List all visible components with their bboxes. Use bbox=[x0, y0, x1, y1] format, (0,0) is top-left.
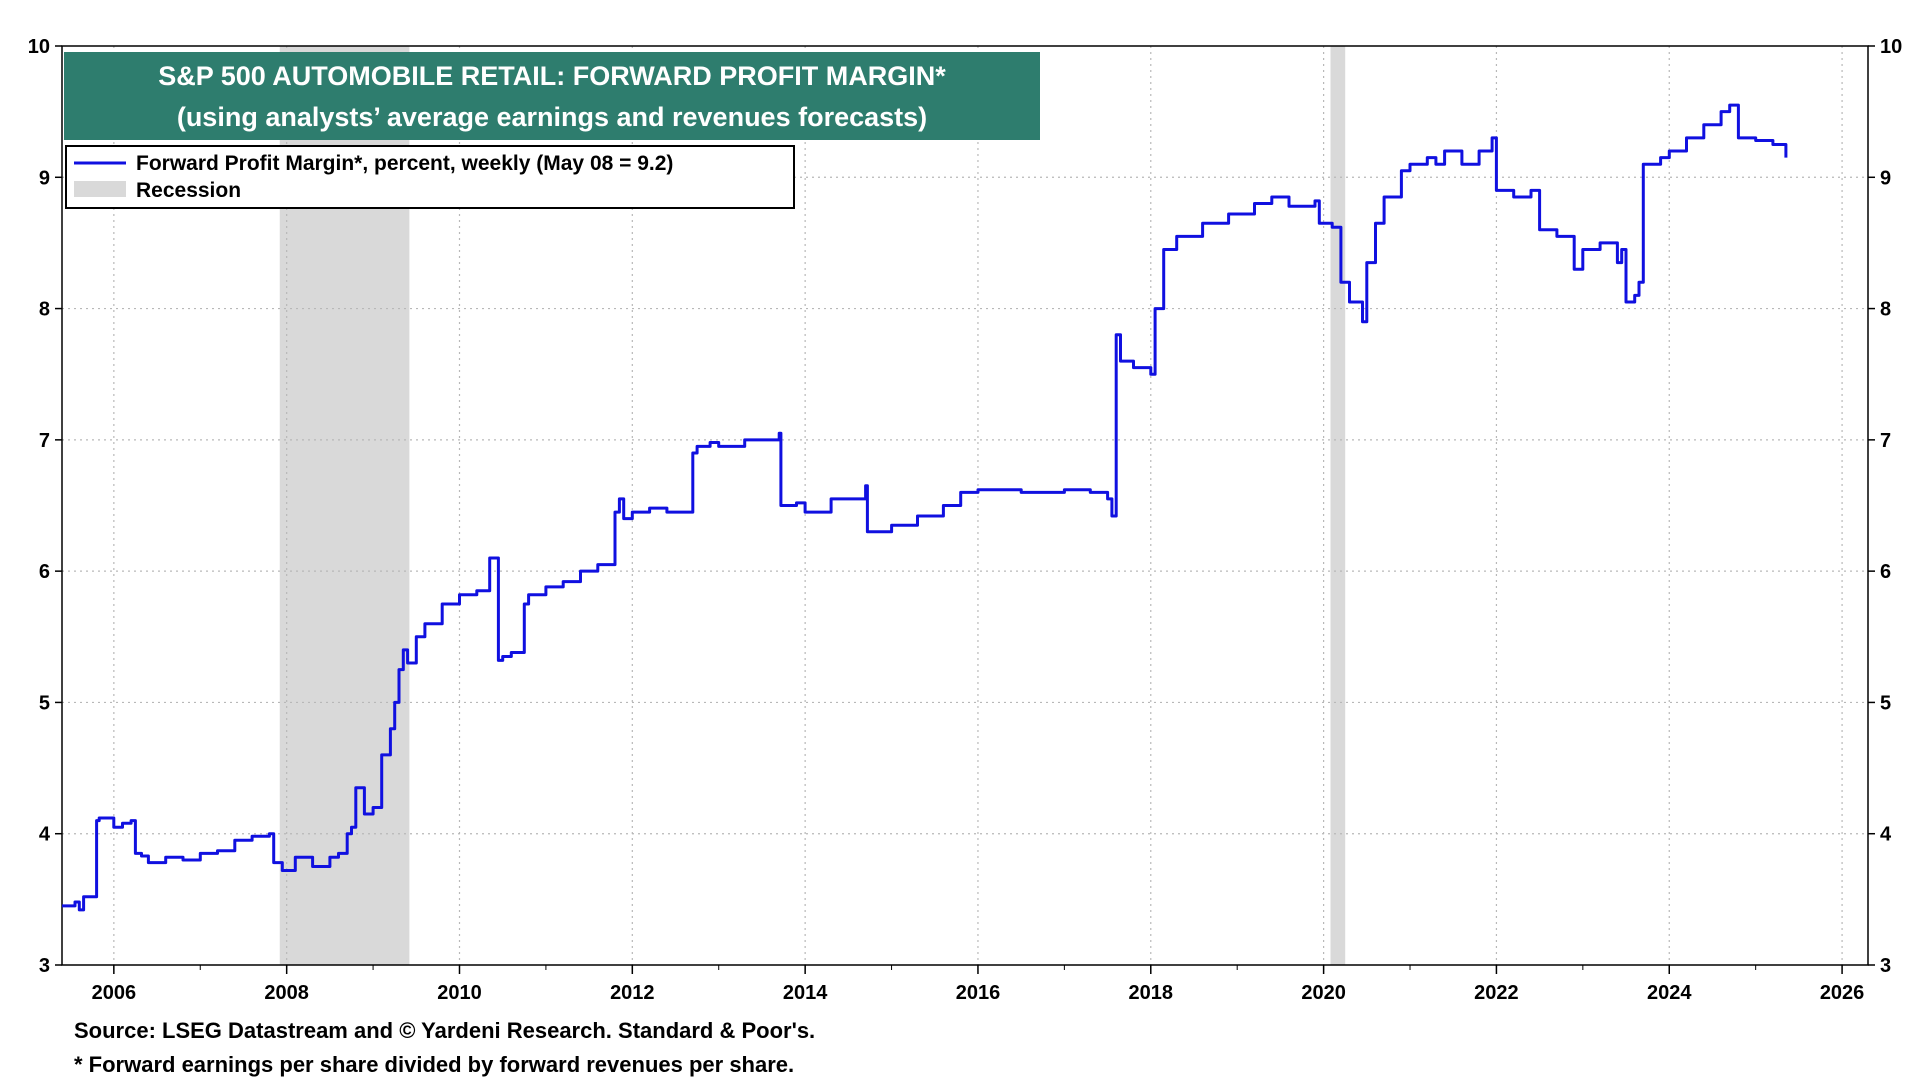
x-tick-label-2018: 2018 bbox=[1129, 982, 1174, 1004]
y-tick-label-left-7: 7 bbox=[39, 430, 50, 452]
x-tick-label-2026: 2026 bbox=[1820, 982, 1865, 1004]
y-tick-label-right-10: 10 bbox=[1880, 36, 1902, 58]
y-tick-label-left-9: 9 bbox=[39, 167, 50, 189]
x-tick-label-2006: 2006 bbox=[92, 982, 137, 1004]
y-tick-label-left-5: 5 bbox=[39, 692, 50, 714]
x-tick-label-2012: 2012 bbox=[610, 982, 655, 1004]
x-tick-label-2010: 2010 bbox=[437, 982, 482, 1004]
legend-label-recession: Recession bbox=[136, 179, 241, 202]
source-note: Source: LSEG Datastream and © Yardeni Re… bbox=[74, 1018, 816, 1043]
y-tick-label-left-10: 10 bbox=[28, 36, 50, 58]
forward-profit-margin-line bbox=[62, 103, 1788, 912]
y-tick-label-left-4: 4 bbox=[39, 824, 51, 846]
chart-title-box: S&P 500 AUTOMOBILE RETAIL: FORWARD PROFI… bbox=[64, 52, 1040, 140]
y-tick-label-right-5: 5 bbox=[1880, 692, 1891, 714]
legend-frame bbox=[65, 145, 795, 209]
chart-title: S&P 500 AUTOMOBILE RETAIL: FORWARD PROFI… bbox=[158, 61, 946, 91]
y-tick-label-left-3: 3 bbox=[39, 955, 50, 977]
title-background bbox=[64, 52, 1040, 140]
x-tick-label-2020: 2020 bbox=[1301, 982, 1346, 1004]
legend-swatch-recession bbox=[74, 181, 126, 197]
axis-tick-labels: 2006 2008 2010 2012 2014 2016 2018 2020 2022 2024… bbox=[28, 36, 1903, 1004]
y-tick-label-right-8: 8 bbox=[1880, 299, 1891, 321]
chart-subtitle: (using analysts’ average earnings and re… bbox=[177, 102, 927, 132]
y-tick-label-right-3: 3 bbox=[1880, 955, 1891, 977]
x-tick-label-2008: 2008 bbox=[264, 982, 309, 1004]
y-tick-label-left-8: 8 bbox=[39, 299, 50, 321]
y-tick-label-left-6: 6 bbox=[39, 561, 50, 583]
x-tick-label-2014: 2014 bbox=[783, 982, 828, 1004]
x-tick-label-2016: 2016 bbox=[956, 982, 1001, 1004]
x-tick-label-2022: 2022 bbox=[1474, 982, 1519, 1004]
legend: Forward Profit Margin*, percent, weekly … bbox=[65, 145, 795, 209]
x-tick-label-2024: 2024 bbox=[1647, 982, 1692, 1004]
y-tick-label-right-9: 9 bbox=[1880, 167, 1891, 189]
legend-label-forward-profit-margin: Forward Profit Margin*, percent, weekly … bbox=[136, 152, 673, 175]
y-tick-label-right-4: 4 bbox=[1880, 824, 1892, 846]
definition-note: * Forward earnings per share divided by … bbox=[74, 1052, 795, 1077]
recession-band-1 bbox=[1330, 46, 1346, 965]
plot-frame bbox=[61, 45, 1869, 966]
y-tick-label-right-7: 7 bbox=[1880, 430, 1891, 452]
axis-ticks bbox=[55, 45, 1875, 974]
y-tick-label-right-6: 6 bbox=[1880, 561, 1891, 583]
